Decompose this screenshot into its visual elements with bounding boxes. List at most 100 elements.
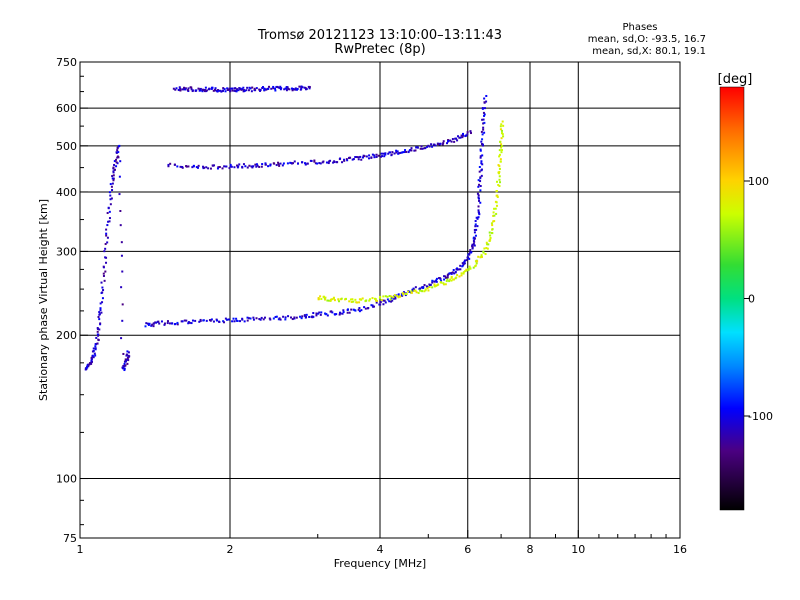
data-point bbox=[241, 88, 244, 91]
data-point bbox=[444, 275, 447, 278]
data-point bbox=[433, 143, 436, 146]
data-point bbox=[384, 295, 387, 298]
data-point bbox=[254, 163, 257, 166]
data-point bbox=[243, 89, 246, 92]
data-point bbox=[360, 158, 363, 161]
data-point bbox=[163, 322, 166, 325]
data-point bbox=[104, 243, 107, 246]
data-point bbox=[402, 293, 405, 296]
data-point bbox=[358, 307, 361, 310]
data-point bbox=[222, 89, 225, 92]
data-point bbox=[199, 319, 202, 322]
y-tick-label: 600 bbox=[56, 102, 77, 115]
data-point bbox=[176, 165, 179, 168]
data-point bbox=[464, 259, 467, 262]
data-point bbox=[220, 90, 223, 93]
data-point bbox=[435, 284, 438, 287]
data-point bbox=[99, 322, 102, 325]
data-point bbox=[122, 366, 125, 369]
data-point bbox=[357, 156, 360, 159]
data-point bbox=[354, 156, 357, 159]
data-point bbox=[472, 242, 475, 245]
data-point bbox=[255, 163, 258, 166]
data-point bbox=[437, 283, 440, 286]
data-point bbox=[236, 164, 239, 167]
data-point bbox=[306, 162, 309, 165]
data-point bbox=[500, 143, 503, 146]
data-point bbox=[276, 85, 279, 88]
data-point bbox=[346, 311, 349, 314]
data-point bbox=[118, 144, 121, 147]
data-point bbox=[465, 259, 468, 262]
data-point bbox=[451, 271, 454, 274]
data-point bbox=[331, 298, 334, 301]
data-point bbox=[217, 166, 220, 169]
data-point bbox=[255, 87, 258, 90]
data-point bbox=[327, 162, 330, 165]
data-point bbox=[339, 157, 342, 160]
data-point bbox=[442, 282, 445, 285]
data-point bbox=[288, 88, 291, 91]
data-point bbox=[459, 264, 462, 267]
data-point bbox=[222, 87, 225, 90]
data-point bbox=[333, 313, 336, 316]
data-point bbox=[477, 216, 480, 219]
data-point bbox=[144, 325, 147, 328]
data-point bbox=[263, 89, 266, 92]
data-point bbox=[225, 165, 228, 168]
data-point bbox=[179, 165, 182, 168]
data-point bbox=[242, 163, 245, 166]
data-point bbox=[411, 289, 414, 292]
data-point bbox=[471, 244, 474, 247]
data-point bbox=[286, 86, 289, 89]
data-point bbox=[341, 312, 344, 315]
data-point bbox=[119, 224, 122, 227]
data-point bbox=[231, 320, 234, 323]
data-point bbox=[450, 140, 453, 143]
data-point bbox=[426, 145, 429, 148]
data-point bbox=[459, 136, 462, 139]
data-point bbox=[447, 273, 450, 276]
data-point bbox=[260, 165, 263, 168]
data-point bbox=[357, 308, 360, 311]
data-point bbox=[235, 90, 238, 93]
data-point bbox=[386, 298, 389, 301]
data-point bbox=[351, 158, 354, 161]
data-point bbox=[148, 322, 151, 325]
data-point bbox=[97, 339, 100, 342]
data-point bbox=[431, 145, 434, 148]
data-point bbox=[500, 129, 503, 132]
data-point bbox=[481, 163, 484, 166]
data-point bbox=[295, 88, 298, 91]
data-point bbox=[104, 270, 107, 273]
data-point bbox=[478, 211, 481, 214]
data-point bbox=[115, 161, 118, 164]
x-tick-label: 8 bbox=[527, 543, 534, 556]
data-point bbox=[490, 222, 493, 225]
data-point bbox=[375, 155, 378, 158]
y-tick-label: 750 bbox=[56, 56, 77, 69]
data-point bbox=[214, 89, 217, 92]
data-point bbox=[499, 158, 502, 161]
data-point bbox=[443, 283, 446, 286]
data-point bbox=[402, 292, 405, 295]
data-point bbox=[166, 320, 169, 323]
data-point bbox=[106, 212, 109, 215]
data-point bbox=[477, 179, 480, 182]
data-point bbox=[389, 298, 392, 301]
data-point bbox=[501, 120, 504, 123]
data-point bbox=[116, 149, 119, 152]
data-point bbox=[167, 163, 170, 166]
data-point bbox=[493, 207, 496, 210]
data-point bbox=[419, 287, 422, 290]
data-point bbox=[324, 296, 327, 299]
data-point bbox=[375, 299, 378, 302]
data-point bbox=[461, 264, 464, 267]
data-point bbox=[237, 165, 240, 168]
data-point bbox=[179, 89, 182, 92]
data-point bbox=[97, 334, 100, 337]
chart-title: Tromsø 20121123 13:10:00–13:11:43 bbox=[257, 28, 502, 43]
data-point bbox=[484, 253, 487, 256]
